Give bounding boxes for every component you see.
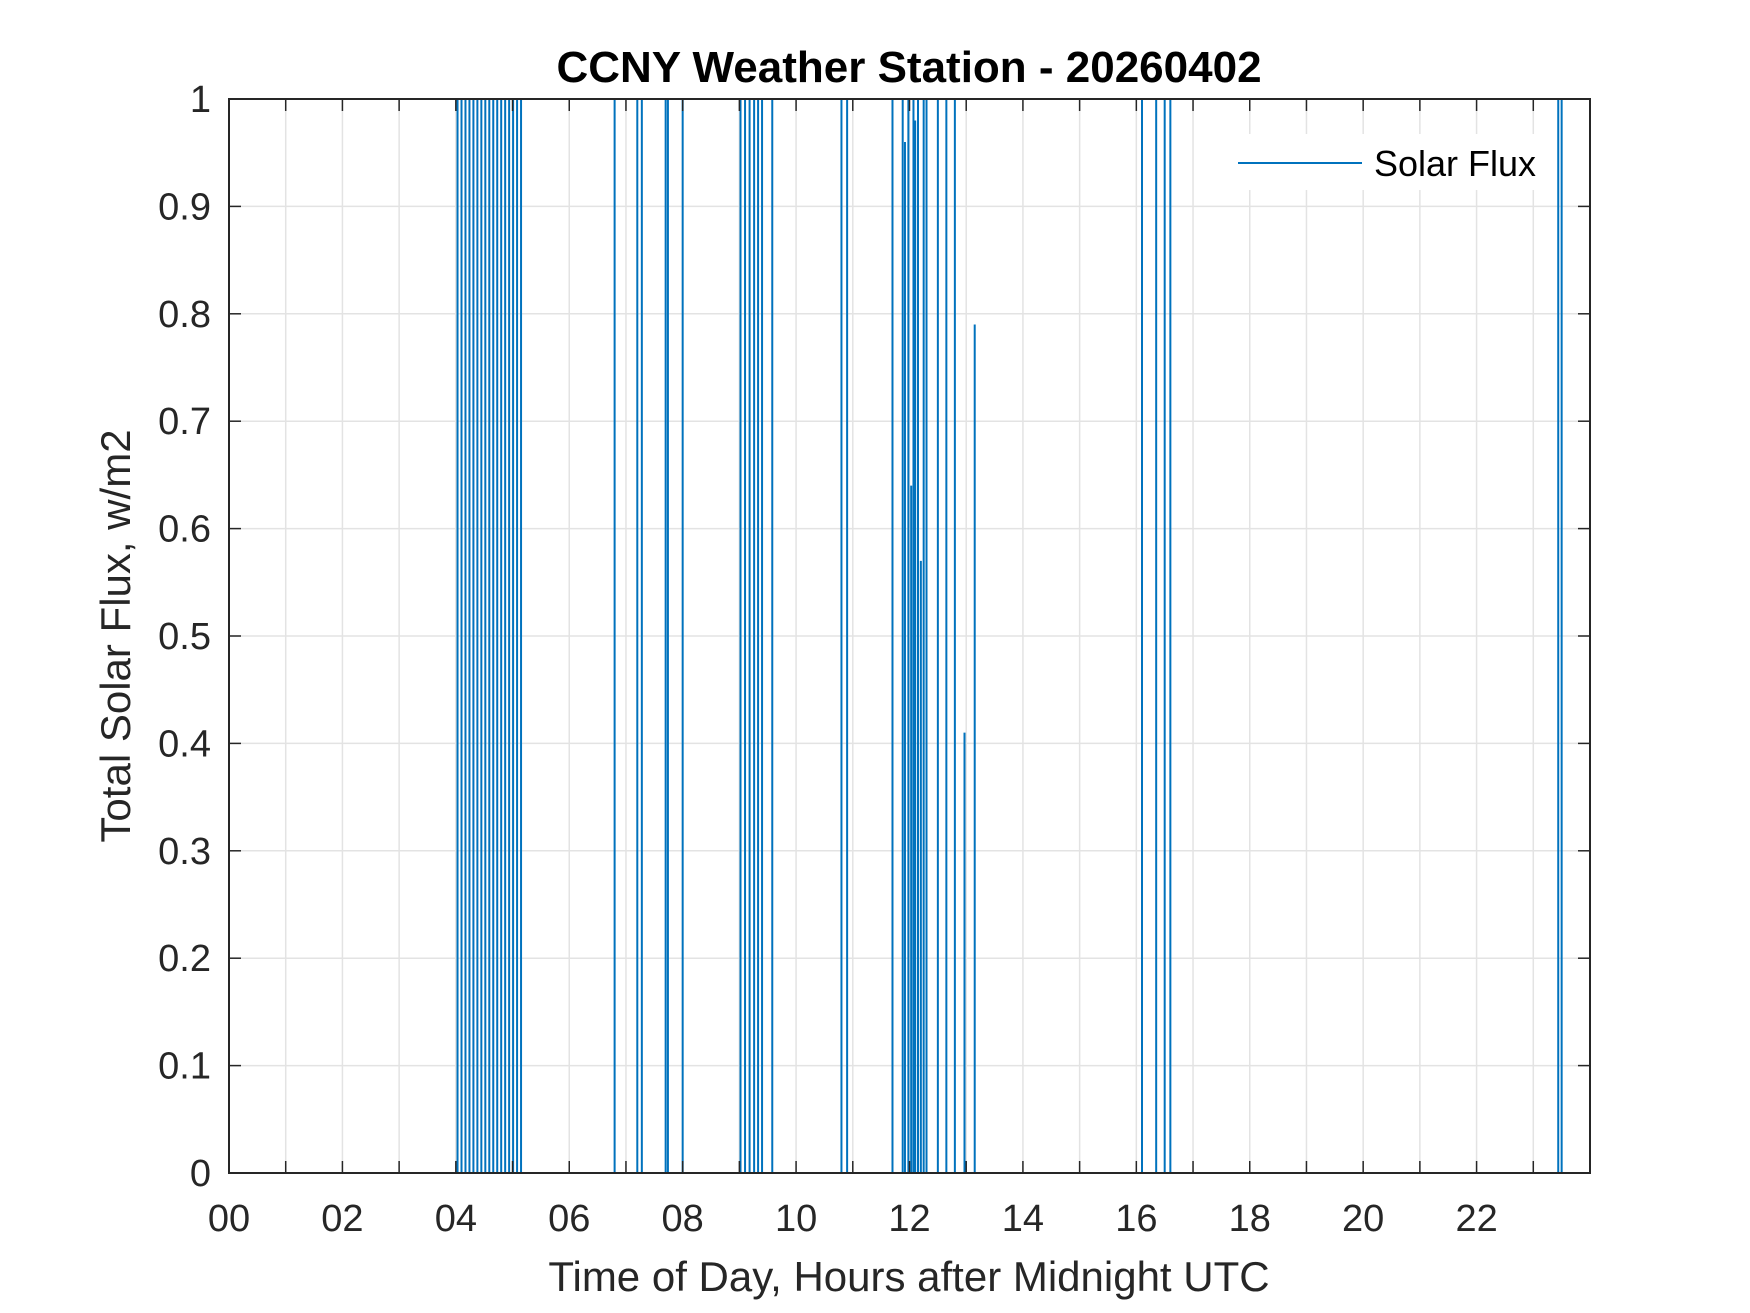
y-axis-label: Total Solar Flux, w/m2 — [92, 429, 139, 842]
chart-title: CCNY Weather Station - 20260402 — [556, 43, 1261, 92]
y-tick-label: 0.6 — [158, 509, 211, 551]
y-tick-label: 0.9 — [158, 186, 211, 228]
y-tick-label: 1 — [190, 79, 211, 121]
x-tick-label: 12 — [888, 1198, 930, 1240]
x-tick-label: 06 — [548, 1198, 590, 1240]
x-tick-label: 08 — [662, 1198, 704, 1240]
x-tick-label: 10 — [775, 1198, 817, 1240]
y-tick-label: 0 — [190, 1153, 211, 1195]
x-tick-label: 20 — [1342, 1198, 1384, 1240]
x-tick-label: 04 — [435, 1198, 477, 1240]
y-tick-label: 0.1 — [158, 1046, 211, 1088]
y-tick-label: 0.5 — [158, 616, 211, 658]
y-tick-label: 0.7 — [158, 401, 211, 443]
x-tick-labels: 00 02 04 06 08 10 12 14 16 18 20 22 — [208, 1198, 1498, 1240]
x-tick-label: 02 — [321, 1198, 363, 1240]
legend: Solar Flux — [1225, 134, 1550, 190]
y-tick-label: 0.2 — [158, 938, 211, 980]
y-tick-labels: 0 0.1 0.2 0.3 0.4 0.5 0.6 0.7 0.8 0.9 1 — [158, 79, 211, 1195]
x-tick-label: 22 — [1455, 1198, 1497, 1240]
series-solar-flux — [229, 99, 1590, 1174]
y-tick-label: 0.4 — [158, 723, 211, 765]
x-tick-label: 14 — [1002, 1198, 1044, 1240]
axis-ticks — [229, 98, 1590, 1174]
grid-lines — [229, 99, 1590, 1173]
x-tick-label: 00 — [208, 1198, 250, 1240]
x-tick-label: 16 — [1115, 1198, 1157, 1240]
legend-label-solar-flux: Solar Flux — [1374, 143, 1536, 184]
y-tick-label: 0.3 — [158, 831, 211, 873]
x-tick-label: 18 — [1229, 1198, 1271, 1240]
x-axis-label: Time of Day, Hours after Midnight UTC — [548, 1253, 1269, 1300]
y-tick-label: 0.8 — [158, 294, 211, 336]
